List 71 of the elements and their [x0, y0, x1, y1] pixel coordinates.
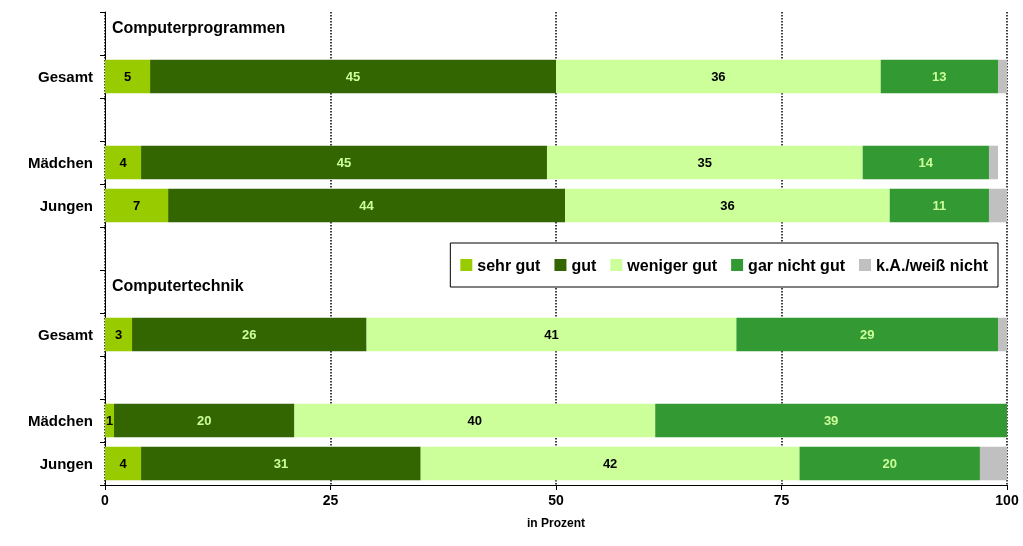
legend-label: gut	[571, 256, 597, 274]
data-label: 4	[119, 155, 128, 170]
bar	[420, 446, 800, 481]
data-label: 36	[711, 69, 726, 84]
bar	[114, 403, 295, 438]
bar	[105, 59, 151, 94]
data-label: 5	[123, 69, 132, 84]
data-label: 29	[859, 327, 875, 342]
bar	[979, 446, 1007, 481]
bar	[997, 317, 1007, 352]
data-label: 45	[336, 155, 352, 170]
bar	[880, 59, 998, 94]
bar	[132, 317, 367, 352]
data-label: 13	[932, 69, 947, 84]
bar	[997, 59, 1007, 94]
bar	[141, 446, 421, 481]
bar	[150, 59, 556, 94]
bar	[105, 188, 169, 223]
annotation: Computertechnik	[112, 277, 244, 294]
x-tick-label: 75	[773, 492, 790, 508]
y-tick-label: Mädchen	[27, 412, 93, 429]
bar	[565, 188, 890, 223]
data-label: 41	[544, 327, 559, 342]
bar	[105, 317, 133, 352]
bar	[168, 188, 566, 223]
legend-label: weniger gut	[626, 256, 718, 274]
x-tick-label: 50	[548, 492, 564, 508]
legend-label: sehr gut	[477, 256, 542, 274]
bar	[988, 188, 1007, 223]
bar	[294, 403, 656, 438]
data-label: 36	[720, 198, 735, 213]
bar	[799, 446, 980, 481]
bar	[366, 317, 737, 352]
bar	[988, 145, 998, 180]
bar	[105, 145, 142, 180]
data-label: 7	[132, 198, 141, 213]
data-label: 42	[602, 456, 618, 471]
x-tick-label: 0	[101, 492, 110, 508]
data-label: 44	[359, 198, 375, 213]
legend-label: k.A./weiß nicht	[875, 256, 989, 274]
data-label: 20	[196, 413, 212, 428]
data-label: 39	[823, 413, 839, 428]
data-label: 20	[882, 456, 897, 471]
bar	[141, 145, 547, 180]
legend-label: gar nicht gut	[748, 256, 846, 274]
bar	[105, 446, 142, 481]
y-tick-label: Gesamt	[37, 326, 93, 343]
data-label: 11	[932, 198, 947, 213]
y-tick-label: Jungen	[39, 455, 93, 472]
data-label: 1	[105, 413, 114, 428]
bar	[556, 59, 881, 94]
data-label: 4	[119, 456, 128, 471]
bar	[546, 145, 863, 180]
data-label: 40	[467, 413, 483, 428]
bar	[889, 188, 989, 223]
y-tick-label: Gesamt	[37, 68, 93, 85]
data-label: 35	[697, 155, 713, 170]
y-tick-label: Jungen	[39, 197, 93, 214]
annotation: Computerprogrammen	[112, 19, 286, 36]
x-tick-label: 25	[322, 492, 339, 508]
bar	[862, 145, 989, 180]
data-label: 26	[242, 327, 257, 342]
data-label: 45	[345, 69, 361, 84]
bar	[736, 317, 998, 352]
x-axis-title: in Prozent	[526, 516, 586, 530]
data-label: 14	[918, 155, 934, 170]
data-label: 3	[114, 327, 123, 342]
bar	[655, 403, 1007, 438]
x-tick-label: 100	[995, 492, 1019, 508]
data-label: 31	[273, 456, 289, 471]
y-tick-label: Mädchen	[27, 154, 93, 171]
